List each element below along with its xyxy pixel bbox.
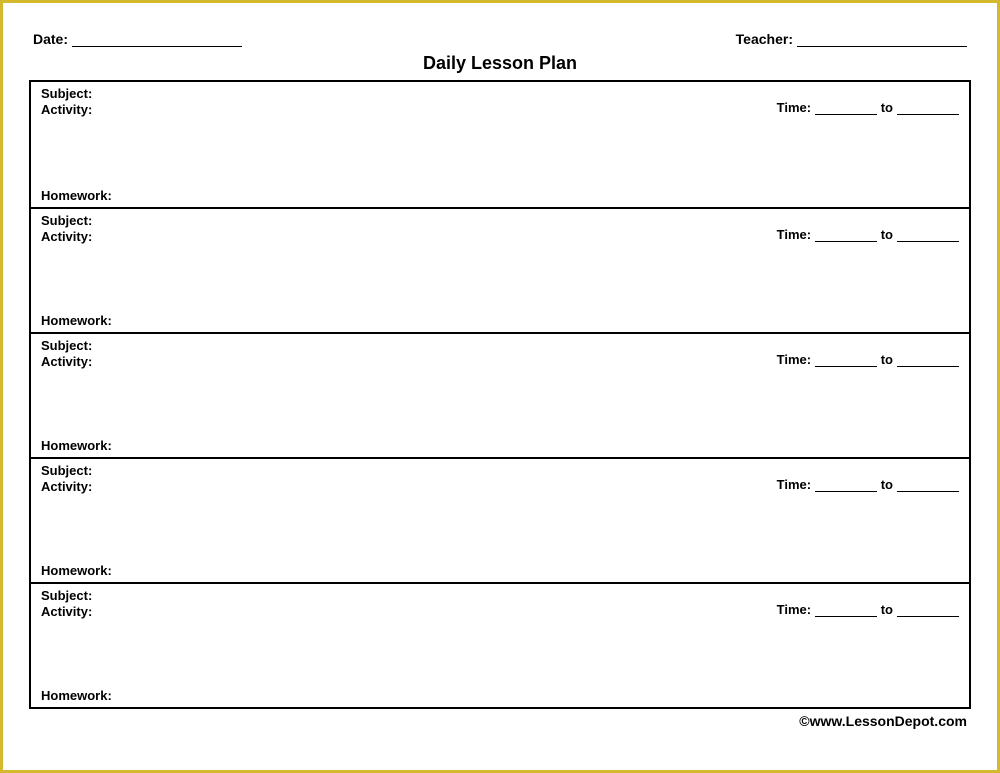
activity-label: Activity:: [41, 229, 92, 245]
to-label: to: [881, 227, 893, 242]
lesson-row: Subject: Activity: Time: to Homework:: [31, 582, 969, 707]
time-label: Time:: [777, 352, 811, 367]
activity-label: Activity:: [41, 479, 92, 495]
footer-credit: ©www.LessonDepot.com: [29, 713, 971, 729]
homework-label: Homework:: [41, 188, 959, 205]
to-label: to: [881, 602, 893, 617]
subject-label: Subject:: [41, 86, 92, 102]
lesson-row: Subject: Activity: Time: to Homework:: [31, 207, 969, 332]
date-label: Date:: [33, 31, 68, 47]
time-from-blank[interactable]: [815, 478, 877, 492]
homework-label: Homework:: [41, 688, 959, 705]
time-to-blank[interactable]: [897, 353, 959, 367]
header-row: Date: Teacher:: [29, 31, 971, 47]
time-to-blank[interactable]: [897, 228, 959, 242]
subject-label: Subject:: [41, 338, 92, 354]
time-label: Time:: [777, 602, 811, 617]
time-from-blank[interactable]: [815, 228, 877, 242]
subject-label: Subject:: [41, 213, 92, 229]
activity-label: Activity:: [41, 354, 92, 370]
time-from-blank[interactable]: [815, 603, 877, 617]
to-label: to: [881, 100, 893, 115]
lesson-row: Subject: Activity: Time: to Homework:: [31, 82, 969, 207]
time-to-blank[interactable]: [897, 101, 959, 115]
to-label: to: [881, 352, 893, 367]
lesson-row: Subject: Activity: Time: to Homework:: [31, 332, 969, 457]
homework-label: Homework:: [41, 313, 959, 330]
homework-label: Homework:: [41, 438, 959, 455]
to-label: to: [881, 477, 893, 492]
subject-label: Subject:: [41, 463, 92, 479]
time-from-blank[interactable]: [815, 101, 877, 115]
homework-label: Homework:: [41, 563, 959, 580]
time-from-blank[interactable]: [815, 353, 877, 367]
time-label: Time:: [777, 227, 811, 242]
teacher-field: Teacher:: [736, 31, 967, 47]
teacher-label: Teacher:: [736, 31, 793, 47]
time-to-blank[interactable]: [897, 478, 959, 492]
page-title: Daily Lesson Plan: [29, 53, 971, 74]
time-to-blank[interactable]: [897, 603, 959, 617]
activity-label: Activity:: [41, 604, 92, 620]
teacher-blank[interactable]: [797, 33, 967, 47]
time-label: Time:: [777, 477, 811, 492]
time-label: Time:: [777, 100, 811, 115]
date-blank[interactable]: [72, 33, 242, 47]
lesson-row: Subject: Activity: Time: to Homework:: [31, 457, 969, 582]
activity-label: Activity:: [41, 102, 92, 118]
date-field: Date:: [33, 31, 242, 47]
lesson-plan-table: Subject: Activity: Time: to Homework: Su…: [29, 80, 971, 709]
subject-label: Subject:: [41, 588, 92, 604]
